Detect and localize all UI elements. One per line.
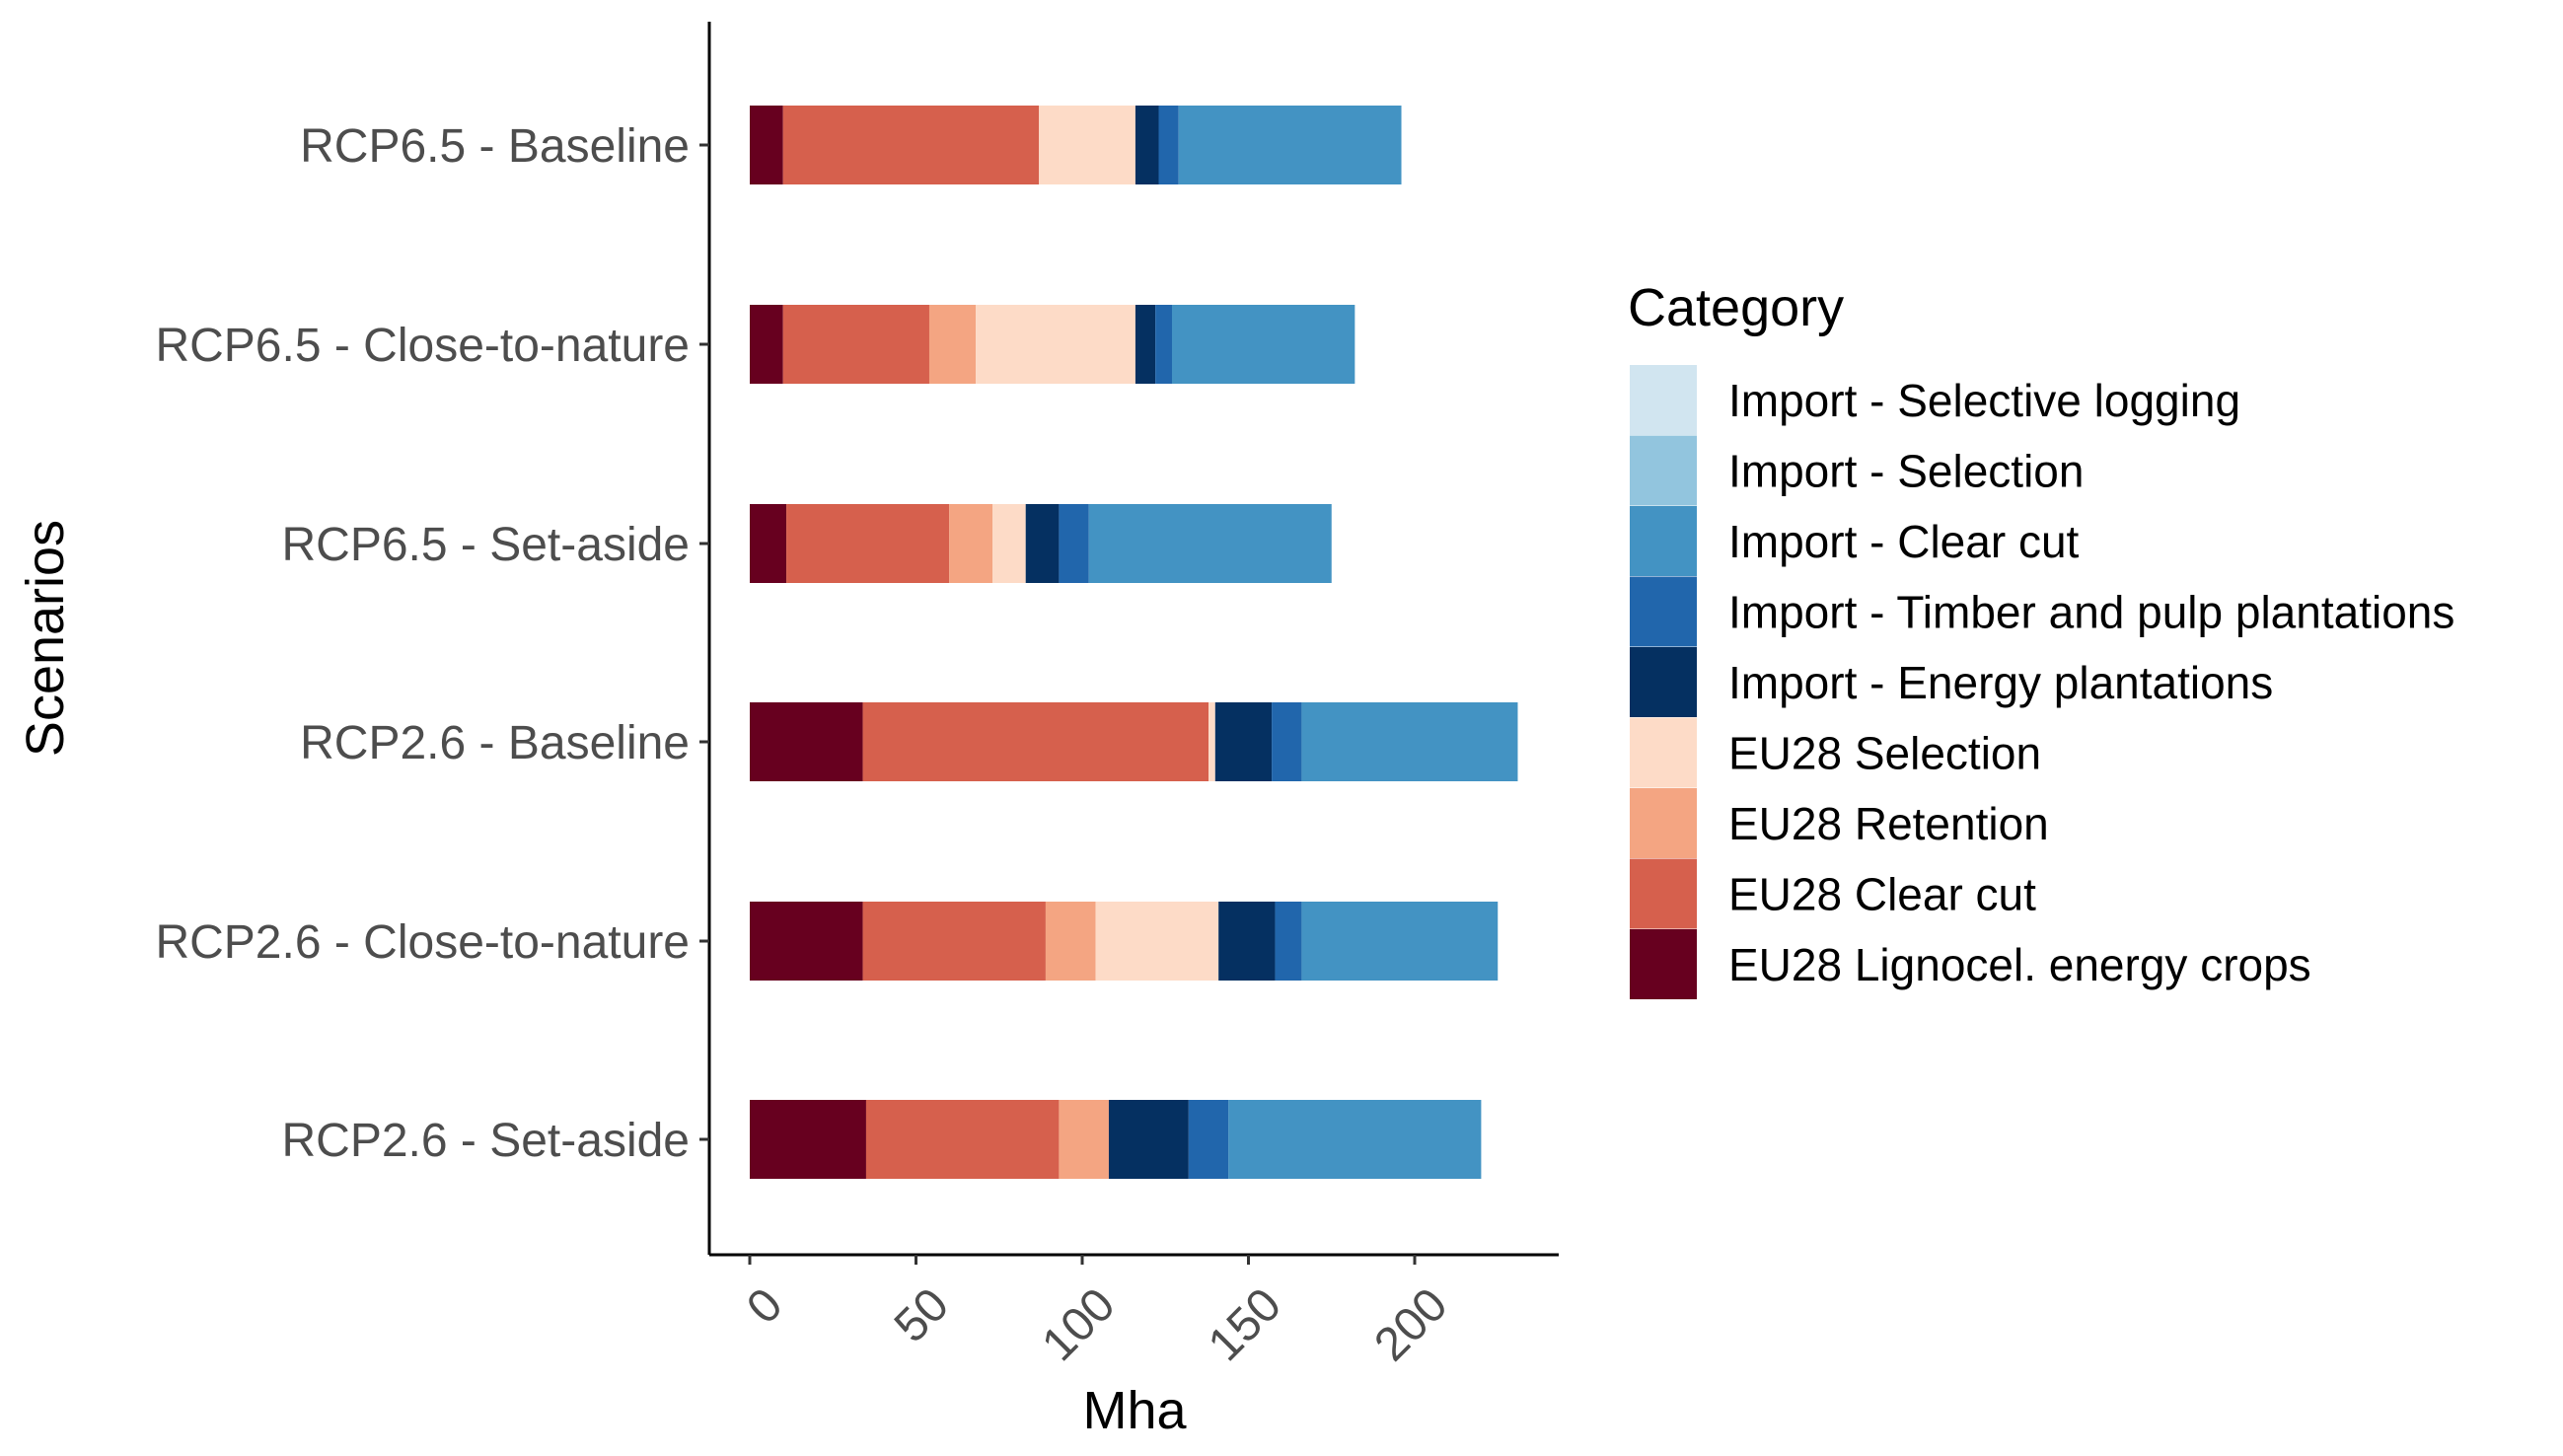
- legend-key: [1630, 929, 1697, 999]
- legend-label: EU28 Retention: [1728, 798, 2049, 849]
- bars-layer: [750, 106, 1518, 1179]
- bar-segment: [750, 702, 863, 781]
- legend-label: Import - Energy plantations: [1728, 657, 2273, 708]
- bar-segment: [1275, 902, 1302, 981]
- y-axis-title: Scenarios: [16, 520, 75, 757]
- bar-segment: [1088, 504, 1332, 583]
- bar-segment: [782, 106, 1040, 184]
- bar-segment: [1188, 1100, 1229, 1179]
- bar-segment: [862, 902, 1046, 981]
- x-tick-label: 150: [1199, 1278, 1291, 1371]
- y-axis-ticks: RCP6.5 - Baseline RCP6.5 - Close-to-natur…: [155, 120, 709, 1167]
- legend-key: [1630, 506, 1697, 576]
- legend-title: Category: [1628, 278, 1844, 337]
- y-tick-label: RCP6.5 - Set-aside: [281, 519, 690, 571]
- bar-segment: [1301, 702, 1518, 781]
- legend-label: Import - Selective logging: [1728, 375, 2240, 426]
- bar-segment: [1272, 702, 1302, 781]
- bar-segment: [1228, 1100, 1482, 1179]
- bar-segment: [1095, 902, 1219, 981]
- bar-segment: [949, 504, 993, 583]
- legend-label: Import - Clear cut: [1728, 516, 2080, 567]
- legend-label: Import - Timber and pulp plantations: [1728, 587, 2454, 638]
- bar-segment: [750, 106, 783, 184]
- legend-key: [1630, 788, 1697, 858]
- bar-segment: [1218, 902, 1276, 981]
- x-tick-label: 50: [885, 1278, 959, 1352]
- bar-segment: [1059, 1100, 1109, 1179]
- bar-segment: [750, 305, 783, 384]
- legend-label: EU28 Selection: [1728, 728, 2041, 779]
- bar-segment: [750, 1100, 866, 1179]
- bar-segment: [1158, 106, 1179, 184]
- y-tick-label: RCP6.5 - Baseline: [300, 120, 690, 173]
- bar-segment: [1108, 1100, 1189, 1179]
- bar-segment: [750, 902, 863, 981]
- bar-segment: [1214, 702, 1273, 781]
- bar-segment: [1135, 305, 1156, 384]
- x-axis-ticks: 0 50 100 150 200: [737, 1255, 1458, 1371]
- bar-segment: [862, 702, 1209, 781]
- legend-key: [1630, 717, 1697, 788]
- y-tick-label: RCP2.6 - Set-aside: [281, 1115, 690, 1167]
- bar-segment: [1045, 902, 1096, 981]
- legend: Category Import - Selective logging Impor…: [1628, 278, 2454, 999]
- bar-segment: [750, 504, 787, 583]
- legend-label: EU28 Clear cut: [1728, 869, 2036, 920]
- legend-label: Import - Selection: [1728, 446, 2084, 497]
- bar-segment: [865, 1100, 1060, 1179]
- legend-label: EU28 Lignocel. energy crops: [1728, 939, 2311, 990]
- legend-key: [1630, 858, 1697, 929]
- bar-segment: [1208, 702, 1215, 781]
- y-tick-label: RCP2.6 - Baseline: [300, 717, 690, 769]
- x-tick-label: 0: [737, 1278, 792, 1334]
- bar-segment: [1059, 504, 1089, 583]
- bar-segment: [1155, 305, 1172, 384]
- y-tick-label: RCP6.5 - Close-to-nature: [155, 320, 690, 372]
- bar-segment: [1025, 504, 1060, 583]
- legend-key: [1630, 365, 1697, 435]
- legend-key: [1630, 647, 1697, 717]
- bar-segment: [976, 305, 1135, 384]
- bar-segment: [1171, 305, 1355, 384]
- x-axis-title: Mha: [1082, 1381, 1187, 1440]
- bar-segment: [1039, 106, 1135, 184]
- bar-segment: [928, 305, 977, 384]
- x-tick-label: 200: [1364, 1278, 1457, 1371]
- x-tick-label: 100: [1032, 1278, 1125, 1371]
- bar-segment: [1135, 106, 1159, 184]
- bar-segment: [786, 504, 950, 583]
- bar-segment: [1178, 106, 1402, 184]
- bar-segment: [782, 305, 929, 384]
- y-tick-label: RCP2.6 - Close-to-nature: [155, 916, 690, 969]
- legend-key: [1630, 435, 1697, 506]
- legend-key: [1630, 576, 1697, 647]
- bar-segment: [1301, 902, 1499, 981]
- bar-segment: [992, 504, 1026, 583]
